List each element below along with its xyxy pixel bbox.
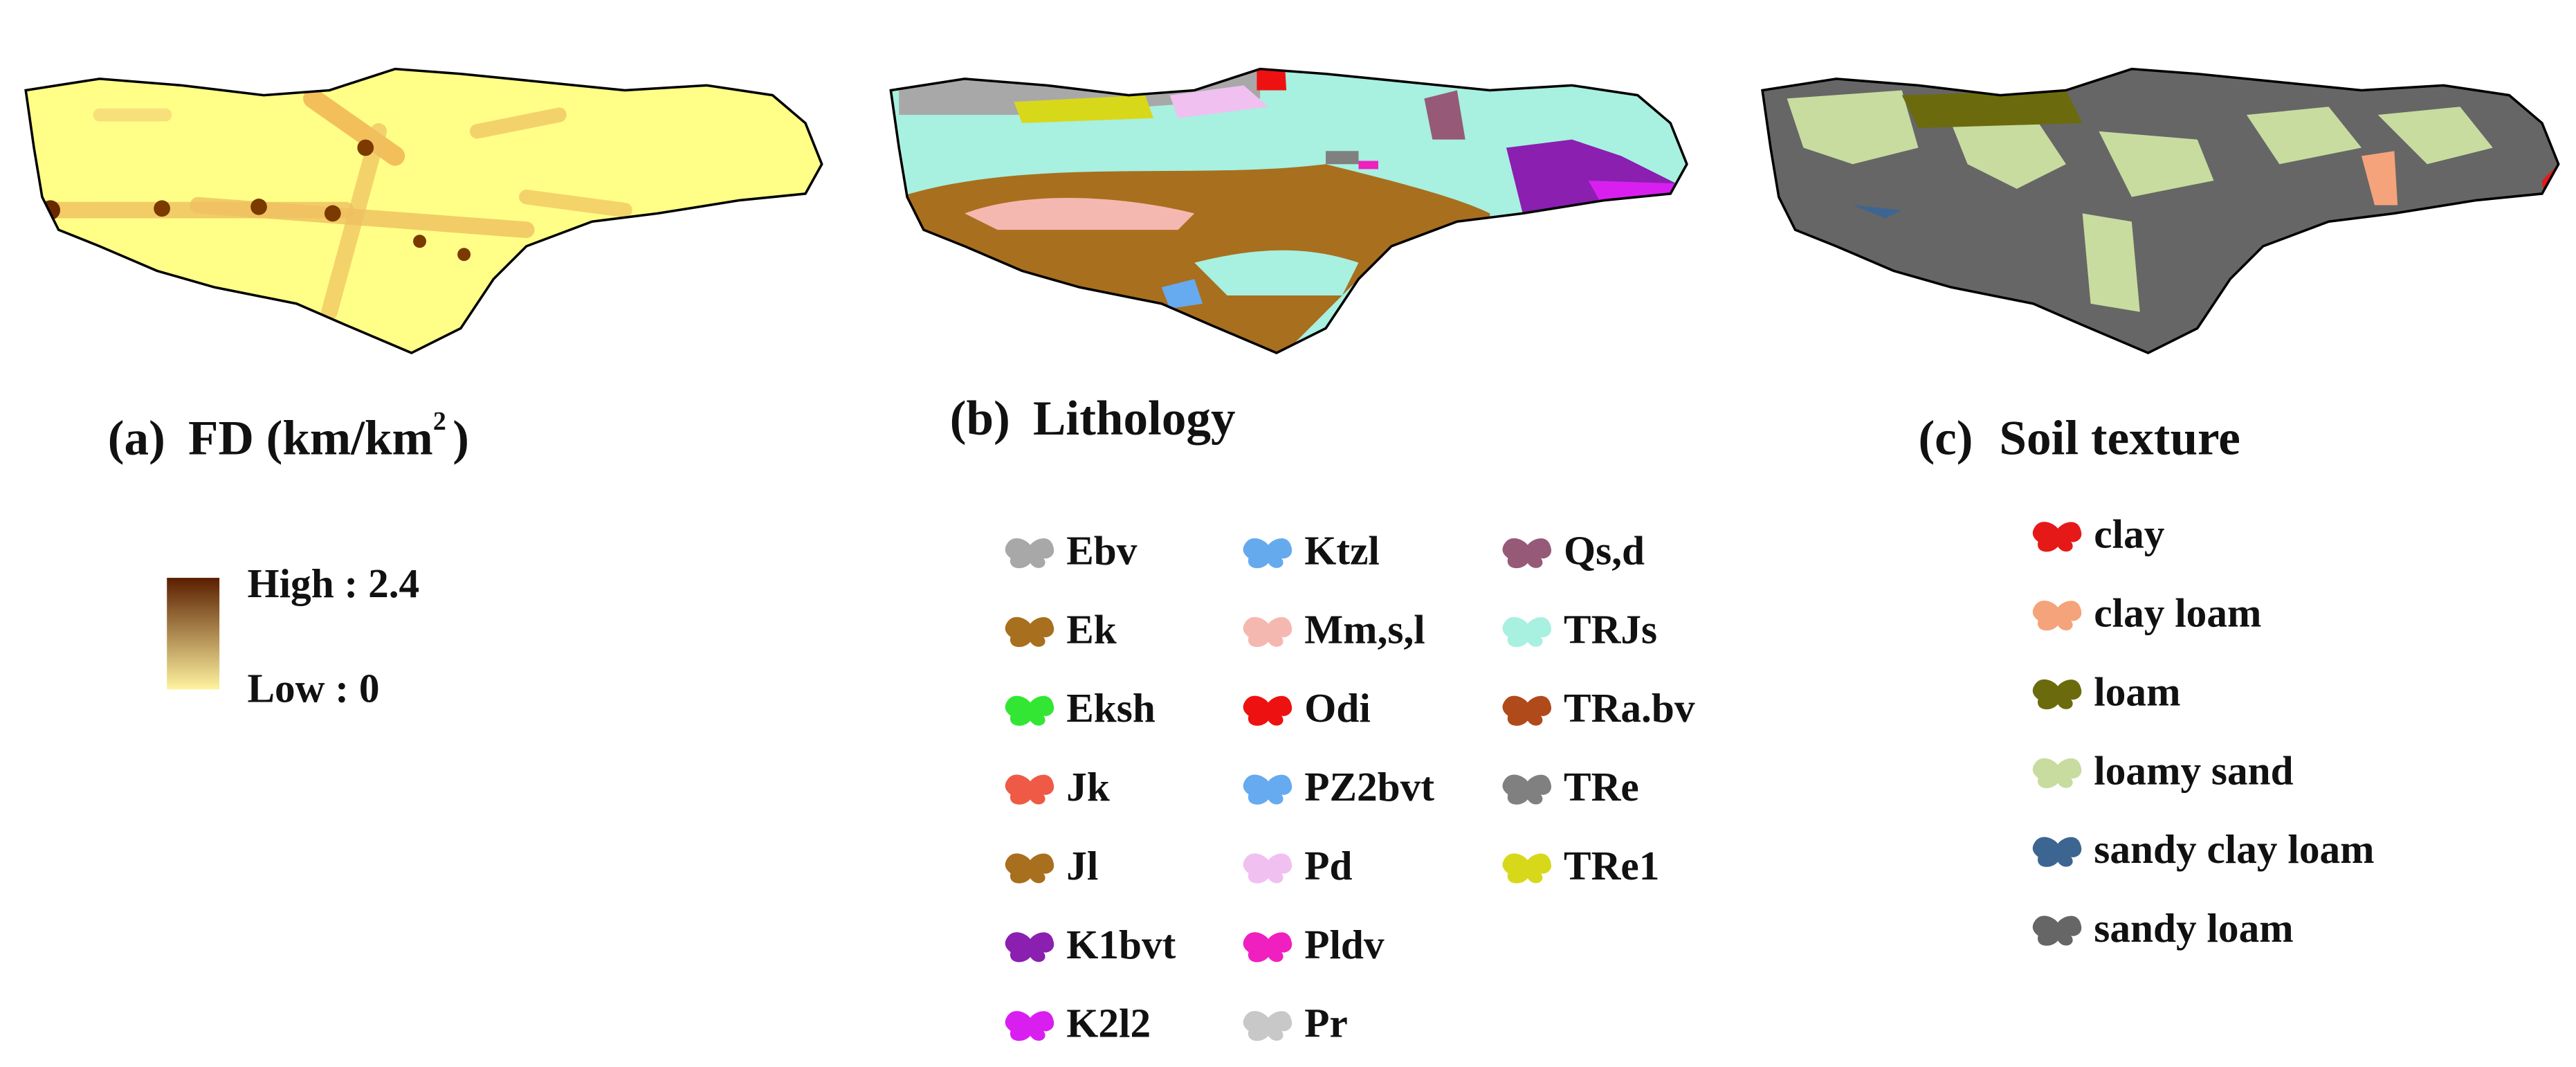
panel-label: (b) bbox=[950, 392, 1010, 446]
legend-swatch bbox=[1005, 617, 1054, 647]
legend-swatch bbox=[1502, 853, 1552, 884]
legend-label: Qs,d bbox=[1564, 527, 1645, 573]
legend-swatch bbox=[2032, 837, 2082, 867]
legend-swatch bbox=[2032, 915, 2082, 946]
legend-label: clay bbox=[2094, 511, 2164, 557]
legend-label: Odi bbox=[1304, 685, 1371, 731]
legend-label: Mm,s,l bbox=[1304, 606, 1425, 652]
legend-swatch bbox=[1502, 695, 1552, 726]
legend-swatch bbox=[1243, 538, 1292, 569]
legend-swatch bbox=[1005, 853, 1054, 884]
legend-swatch bbox=[2032, 679, 2082, 710]
legend-swatch bbox=[1243, 853, 1292, 884]
legend-swatch bbox=[2032, 522, 2082, 552]
panel-label: (a) bbox=[108, 412, 165, 466]
map-lithology bbox=[889, 67, 1688, 354]
legend-label: Pd bbox=[1304, 843, 1352, 888]
legend-swatch bbox=[1005, 774, 1054, 805]
legend-swatch bbox=[1502, 538, 1552, 569]
legend-label: TRJs bbox=[1564, 606, 1657, 652]
panel-label: (c) bbox=[1918, 412, 1973, 466]
legend-label: Pldv bbox=[1304, 922, 1385, 967]
legend-label: TRe bbox=[1564, 764, 1639, 810]
legend-swatch bbox=[1243, 932, 1292, 963]
legend-label: loamy sand bbox=[2094, 747, 2293, 793]
panel-title: (a) FD (km/km2) bbox=[108, 407, 469, 466]
legend-swatch bbox=[1005, 538, 1054, 569]
legend-swatch bbox=[2032, 758, 2082, 789]
legend-swatch bbox=[1005, 1011, 1054, 1041]
legend-label: Pr bbox=[1304, 1001, 1348, 1046]
legend-swatch bbox=[1005, 695, 1054, 726]
legend-label: Ek bbox=[1066, 606, 1117, 652]
legend-swatch bbox=[1005, 932, 1054, 963]
panel-title: (c) Soil texture bbox=[1918, 412, 2240, 466]
panel-title-text: Soil texture bbox=[1999, 412, 2240, 466]
legend-label: Ebv bbox=[1066, 527, 1138, 573]
legend-label: PZ2bvt bbox=[1304, 764, 1434, 810]
legend-swatch bbox=[1243, 774, 1292, 805]
panel-title-text: Lithology bbox=[1033, 392, 1236, 446]
legend-swatch bbox=[1243, 1011, 1292, 1041]
legend-label: TRa.bv bbox=[1564, 685, 1695, 731]
legend-low: Low : 0 bbox=[247, 666, 379, 711]
legend-label: clay loam bbox=[2094, 590, 2261, 636]
legend-label: K2l2 bbox=[1066, 1001, 1151, 1046]
legend-label: K1bvt bbox=[1066, 922, 1176, 967]
legend-swatch bbox=[1243, 695, 1292, 726]
legend-swatch bbox=[1502, 617, 1552, 647]
color-ramp bbox=[167, 578, 220, 690]
legend-label: Ktzl bbox=[1304, 527, 1380, 573]
map-soil bbox=[1761, 67, 2560, 354]
panel-title: (b) Lithology bbox=[950, 392, 1236, 446]
legend-label: TRe1 bbox=[1564, 843, 1659, 888]
legend-swatch bbox=[1243, 617, 1292, 647]
panel-title-end: ) bbox=[453, 412, 469, 466]
legend-label: sandy clay loam bbox=[2094, 826, 2374, 872]
panel-title-sup: 2 bbox=[433, 407, 446, 436]
legend-high: High : 2.4 bbox=[247, 560, 419, 606]
legend-label: Jk bbox=[1066, 764, 1110, 810]
legend-label: Eksh bbox=[1066, 685, 1155, 731]
legend-label: Jl bbox=[1066, 843, 1098, 888]
legend-swatch bbox=[1502, 774, 1552, 805]
map-fd bbox=[24, 67, 823, 354]
legend-swatch bbox=[2032, 600, 2082, 631]
legend-label: loam bbox=[2094, 668, 2180, 714]
legend-label: sandy loam bbox=[2094, 905, 2293, 951]
panel-title-text: FD (km/km bbox=[188, 412, 433, 466]
